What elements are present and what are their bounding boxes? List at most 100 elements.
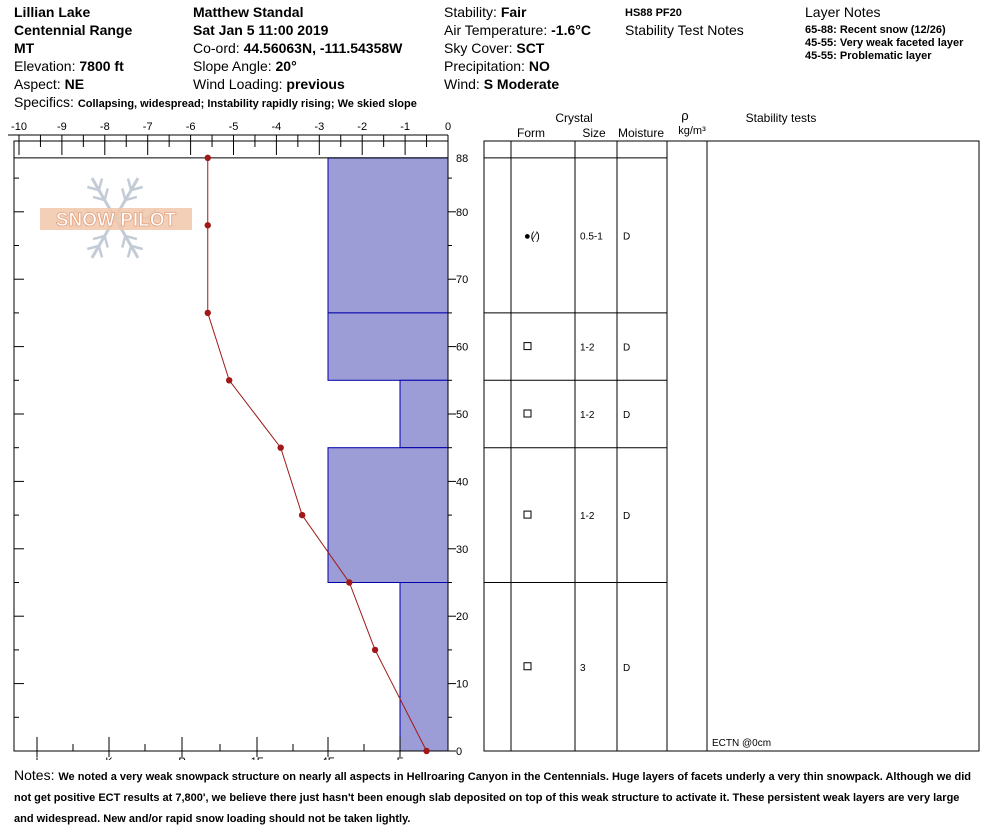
temperature-point [371, 646, 379, 654]
layer-size: 1-2 [580, 410, 595, 421]
snowflake-branch [103, 188, 109, 201]
aspect-row: Aspect: NE [14, 76, 84, 92]
coord-value: 44.56063N, -111.54358W [243, 40, 403, 56]
hardness-bar [327, 312, 449, 381]
temp-tick-label: -6 [186, 121, 196, 133]
precip-value: NO [528, 58, 550, 74]
snowflake-branch [86, 185, 100, 192]
faceted-grain-icon [523, 662, 532, 671]
temperature-point [423, 747, 430, 755]
sky-label: Sky Cover: [444, 40, 513, 56]
temp-tick-label: -7 [143, 121, 153, 133]
wind-loading-value: previous [286, 76, 345, 92]
height-tick-label: 88 [456, 153, 468, 165]
coord-label: Co-ord: [193, 40, 240, 56]
size-header: Size [582, 126, 606, 140]
hs-pf-readout: HS88 PF20 [625, 7, 682, 19]
snowflake-branch [125, 195, 138, 202]
layer-size: 3 [580, 663, 586, 674]
table-border [483, 140, 980, 752]
temp-tick-label: -9 [57, 121, 67, 133]
temp-tick-label: -1 [400, 121, 410, 133]
height-tick-label: 20 [456, 611, 468, 623]
wind-row: Wind: S Moderate [444, 76, 559, 92]
temperature-point [204, 154, 211, 162]
layer-size: 0.5-1 [580, 231, 603, 242]
temperature-point [277, 444, 284, 451]
layer-moisture: D [623, 663, 630, 674]
specifics-label: Specifics: [14, 94, 74, 110]
ectn-result: ECTN @0cm [712, 738, 771, 749]
temp-tick-label: 0 [445, 121, 451, 133]
aspect-label: Aspect: [14, 76, 61, 92]
form-header: Form [517, 126, 545, 140]
height-tick-label: 80 [456, 207, 468, 219]
faceted-grain-icon [523, 510, 532, 519]
layer-form: ●(⁄) [524, 230, 540, 242]
sky-value: SCT [516, 40, 545, 56]
snowflake-branch [86, 244, 100, 251]
crystal-header: Crystal [555, 111, 592, 125]
observation-datetime: Sat Jan 5 11:00 2019 [193, 22, 329, 38]
logo-band [40, 208, 192, 230]
hardness-tick-label: P [178, 756, 185, 760]
observer-name: Matthew Standal [193, 4, 304, 20]
wind-label: Wind: [444, 76, 480, 92]
height-tick-label: 10 [456, 679, 468, 691]
layer-size: 1-2 [580, 511, 595, 522]
temp-tick-label: -8 [100, 121, 110, 133]
stability-row: Stability: Fair [444, 4, 527, 20]
temp-tick-label: -3 [314, 121, 324, 133]
height-tick-label: 40 [456, 476, 468, 488]
sky-row: Sky Cover: SCT [444, 40, 544, 56]
height-tick-label: 0 [456, 746, 462, 758]
hardness-tick-label: I [35, 756, 38, 760]
layer-notes-title: Layer Notes [805, 4, 881, 20]
height-tick-label: 50 [456, 409, 468, 421]
snowflake-branch [97, 245, 104, 258]
hardness-tick-label: K [105, 756, 113, 760]
layer-note-2: 45-55: Very weak faceted layer [805, 37, 964, 49]
stability-tests-header: Stability tests [746, 111, 817, 125]
snowpilot-logo: SNOW PILOT [40, 177, 192, 259]
layer-table: Crystal Form Size Moisture ρ kg/m³ Stability t… [483, 108, 980, 752]
snowflake-branch [121, 235, 127, 248]
air-temp-label: Air Temperature: [444, 22, 548, 38]
air-temp-row: Air Temperature: -1.6°C [444, 22, 591, 38]
height-tick-label: 30 [456, 544, 468, 556]
precip-label: Precipitation: [444, 58, 525, 74]
hardness-bar [327, 447, 449, 584]
temp-tick-label: -5 [229, 121, 239, 133]
temperature-point [298, 511, 306, 519]
snowflake-branch [125, 234, 138, 241]
temperature-point [204, 222, 211, 229]
temp-tick-label: -10 [11, 121, 27, 133]
height-tick-label: 70 [456, 274, 468, 286]
slope-value: 20° [275, 58, 297, 74]
faceted-grain-icon [523, 342, 532, 351]
logo-text: SNOW PILOT [56, 210, 177, 231]
plot-border [13, 140, 449, 752]
snowflake-branch [126, 178, 133, 191]
snowflake-branch [103, 235, 109, 248]
state-name: MT [14, 40, 35, 56]
layer-note-1: 65-88: Recent snow (12/26) [805, 24, 946, 36]
notes-block: Notes: We noted a very weak snowpack str… [14, 766, 980, 829]
snowflake-branch [92, 234, 105, 241]
aspect-value: NE [64, 76, 85, 92]
layer-moisture: D [623, 343, 630, 354]
specifics-value: Collapsing, widespread; Instability rapi… [77, 98, 417, 110]
snowflake-branch [121, 188, 127, 201]
coord-row: Co-ord: 44.56063N, -111.54358W [193, 40, 402, 56]
layer-moisture: D [623, 511, 630, 522]
notes-text: We noted a very weak snowpack structure … [14, 771, 971, 825]
snowflake-branch [92, 195, 105, 202]
chart-frame: -10-9-8-7-6-5-4-3-2-10IKP1F4FF0102030405… [8, 121, 468, 760]
temp-tick-label: -4 [272, 121, 282, 133]
stability-label: Stability: [444, 4, 497, 20]
hardness-tick-label: 4F [322, 756, 335, 760]
wind-value: S Moderate [483, 76, 560, 92]
snowflake-branch [130, 244, 144, 251]
precip-row: Precipitation: NO [444, 58, 550, 74]
slope-row: Slope Angle: 20° [193, 58, 297, 74]
